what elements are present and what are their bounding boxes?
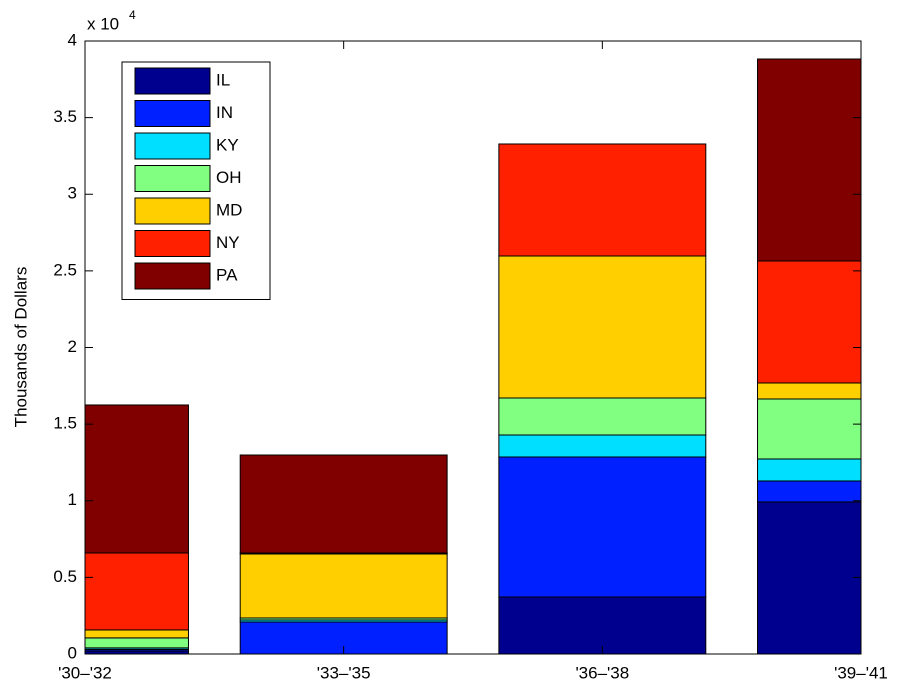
bar-segment [498,596,707,654]
y-tick-label: 4 [68,30,77,49]
y-tick-label: 2 [68,337,77,356]
y-tick-label: 1.5 [53,414,77,433]
bar-segment [757,58,861,262]
bar-segment [757,398,861,460]
y-tick-label: 0 [68,643,77,662]
bar-segment [239,454,448,554]
x-tick-label: '33–'35 [317,663,371,682]
bar-segment [498,456,707,598]
legend-label: IN [216,103,233,122]
plot-area [85,58,861,654]
bar-segment [498,397,707,436]
x-tick-label: '39–'41 [834,663,888,682]
bar-segment [85,650,189,654]
legend-label: KY [216,135,239,154]
bar-segment [757,260,861,384]
legend-swatch [134,132,211,160]
bar-segment [85,629,189,639]
x-tick-label: '30–'32 [58,663,112,682]
bar-segment [757,382,861,400]
legend-swatch [134,67,211,95]
bar-segment [498,434,707,458]
bar-segment [498,143,707,257]
y-tick-label: 1 [68,490,77,509]
bar-segment [757,458,861,482]
bar-segment [239,553,448,619]
legend-swatch [134,165,211,192]
legend-swatch [134,230,211,257]
legend-swatch [134,197,211,225]
y-multiplier: x 10 [87,14,119,33]
y-tick-label: 3 [68,184,77,203]
bar-segment [757,501,861,654]
x-tick-label: '36–'38 [575,663,629,682]
y-axis-label: Thousands of Dollars [11,267,30,428]
legend-label: PA [216,265,238,284]
legend-swatch [134,100,211,127]
bar-segment [498,255,707,399]
bar-segment [85,404,189,554]
y-exponent: 4 [129,8,136,22]
y-tick-label: 0.5 [53,567,77,586]
bar-segment [85,648,189,652]
legend-label: MD [216,200,242,219]
y-tick-label: 2.5 [53,260,77,279]
bar-segment [85,647,189,650]
y-tick-label: 3.5 [53,107,77,126]
legend-label: OH [216,168,242,187]
legend-swatch [134,262,211,290]
bar-segment [85,552,189,631]
legend-label: NY [216,233,240,252]
bar-segment [85,637,189,649]
legend-label: IL [216,70,230,89]
bar-segment [757,480,861,503]
